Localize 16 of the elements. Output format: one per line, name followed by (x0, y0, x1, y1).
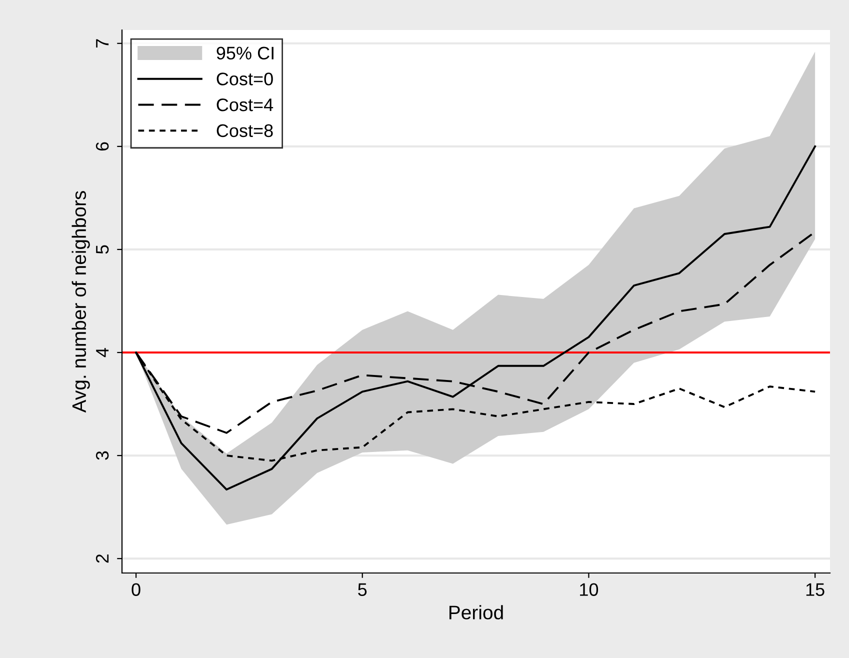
y-axis-title: Avg. number of neighbors (72, 191, 90, 413)
legend-label: 95% CI (216, 46, 274, 60)
x-tick-label: 0 (132, 583, 140, 596)
x-tick-label: 10 (580, 583, 598, 596)
legend-label: Cost=4 (216, 98, 274, 112)
y-tick-label: 2 (96, 554, 109, 563)
x-tick-label: 5 (358, 583, 367, 596)
x-axis-title: Period (449, 605, 503, 620)
y-tick-label: 3 (96, 451, 109, 460)
y-tick-label: 4 (96, 348, 109, 358)
y-tick-label: 7 (96, 39, 109, 48)
y-tick-label: 6 (96, 142, 109, 151)
legend-label: Cost=8 (216, 124, 273, 138)
y-tick-label: 5 (96, 245, 109, 254)
x-tick-label: 15 (806, 583, 824, 596)
legend-label: Cost=0 (216, 72, 273, 86)
